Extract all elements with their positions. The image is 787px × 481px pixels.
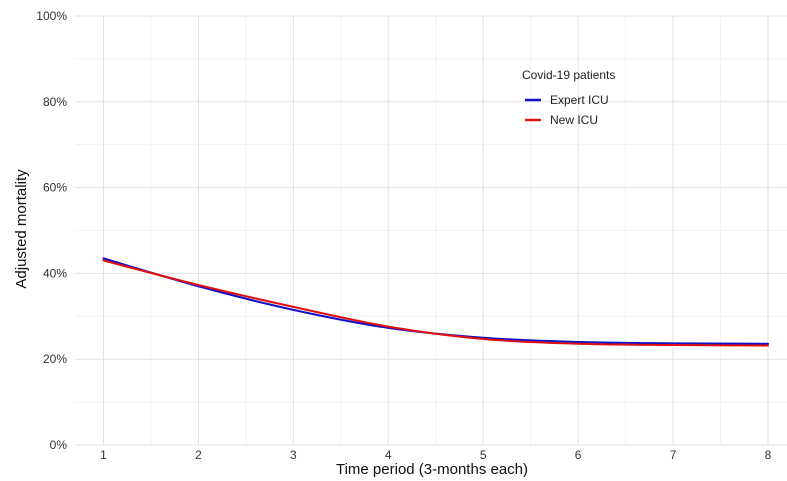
y-tick-label: 20%	[43, 352, 67, 366]
x-axis-title: Time period (3-months each)	[336, 461, 528, 478]
y-tick-label: 0%	[50, 438, 68, 452]
x-tick-label: 5	[480, 448, 487, 462]
legend-label-new-icu: New ICU	[550, 113, 598, 127]
y-axis-title: Adjusted mortality	[13, 169, 30, 289]
y-tick-label: 100%	[36, 9, 67, 23]
y-tick-label: 60%	[43, 181, 67, 195]
x-tick-label: 7	[670, 448, 677, 462]
legend: Covid-19 patients Expert ICU New ICU	[522, 68, 615, 127]
y-tick-label: 40%	[43, 266, 67, 280]
x-tick-label: 2	[195, 448, 202, 462]
y-tick-label: 80%	[43, 95, 67, 109]
series-lines	[102, 257, 770, 347]
y-axis-ticks: 0% 20% 40% 60% 80% 100%	[36, 9, 67, 452]
x-tick-label: 6	[575, 448, 582, 462]
x-tick-label: 4	[385, 448, 392, 462]
x-tick-label: 3	[290, 448, 297, 462]
grid	[75, 15, 787, 446]
series-line-new-icu	[102, 259, 770, 347]
legend-label-expert-icu: Expert ICU	[550, 93, 609, 107]
legend-title: Covid-19 patients	[522, 68, 615, 82]
x-tick-label: 8	[765, 448, 772, 462]
x-tick-label: 1	[100, 448, 107, 462]
legend-items: Expert ICU New ICU	[525, 93, 609, 127]
x-axis-ticks: 1 2 3 4 5 6 7 8	[100, 448, 772, 462]
